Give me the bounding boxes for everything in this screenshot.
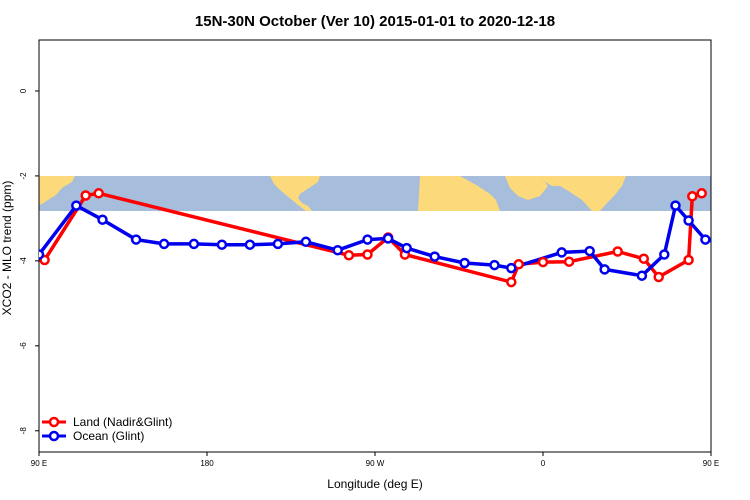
ocean-point	[401, 242, 412, 254]
chart-title: 15N-30N October (Ver 10) 2015-01-01 to 2…	[195, 13, 555, 30]
ocean-point	[636, 270, 648, 281]
land-point	[687, 191, 698, 202]
land-point	[80, 190, 91, 201]
y-axis-label: XCO2 - MLO trend (ppm)	[0, 181, 14, 316]
ocean-point	[506, 262, 517, 274]
y-tick-label: 0	[19, 88, 28, 93]
ocean-point	[130, 234, 142, 245]
series-layer	[39, 188, 734, 288]
ocean-point	[188, 238, 200, 250]
land-point	[612, 246, 623, 257]
legend-marker-land	[48, 416, 60, 428]
map-africa-land	[418, 176, 500, 211]
ocean-point	[382, 233, 394, 244]
y-axis: 0 -2 -4 -6 -8	[19, 88, 39, 434]
legend-label-ocean: Ocean (Glint)	[73, 429, 144, 443]
ocean-point	[726, 240, 734, 248]
x-tick-label: 90 W	[366, 459, 385, 468]
land-point	[683, 254, 694, 266]
x-tick-label: 90 E	[31, 459, 47, 468]
map-band	[39, 176, 711, 211]
x-tick-label: 90 E	[703, 459, 719, 468]
ocean-point	[683, 215, 694, 226]
land-point	[653, 271, 664, 283]
series-line-ocean	[39, 203, 711, 278]
ocean-point	[216, 239, 228, 250]
legend-label-land: Land (Nadir&Glint)	[73, 415, 172, 429]
land-point	[362, 249, 373, 260]
ocean-point	[158, 238, 170, 250]
land-point	[563, 256, 575, 267]
ocean-point	[556, 247, 567, 258]
land-point	[638, 253, 650, 264]
map-arabia-land	[515, 180, 534, 198]
plot-frame	[38, 39, 712, 453]
x-tick-label: 0	[541, 459, 546, 468]
y-tick-label: -4	[19, 257, 28, 265]
map-india-land	[540, 176, 626, 211]
land-point	[506, 276, 517, 288]
land-point	[93, 188, 104, 199]
ocean-point	[599, 264, 610, 275]
ocean-point	[97, 214, 108, 225]
ocean-point	[272, 238, 284, 250]
ocean-point	[71, 200, 82, 211]
x-axis-label: Longitude (deg E)	[327, 477, 422, 491]
ocean-point	[584, 245, 595, 257]
y-tick-label: -8	[19, 427, 28, 435]
land-point	[343, 250, 355, 261]
ocean-point	[429, 251, 440, 262]
ocean-point	[332, 244, 343, 256]
map-mexico-land	[276, 178, 286, 193]
legend-marker-ocean	[48, 430, 60, 442]
land-point	[696, 188, 707, 199]
land-point	[537, 256, 549, 268]
ocean-point	[489, 259, 500, 271]
x-axis: 90 E 180 90 W 0 90 E	[31, 452, 719, 468]
ocean-point	[700, 234, 711, 245]
y-tick-label: -2	[19, 172, 28, 180]
ocean-point	[39, 249, 45, 260]
x-tick-label: 180	[200, 459, 214, 468]
ocean-point	[659, 249, 670, 260]
ocean-point	[670, 200, 681, 211]
ocean-point	[300, 236, 312, 248]
ocean-point	[362, 234, 373, 245]
map-asia-land	[39, 176, 75, 205]
legend: Land (Nadir&Glint) Ocean (Glint)	[42, 415, 172, 443]
y-tick-label: -6	[19, 342, 28, 350]
ocean-point	[244, 239, 256, 250]
ocean-point	[459, 257, 470, 269]
